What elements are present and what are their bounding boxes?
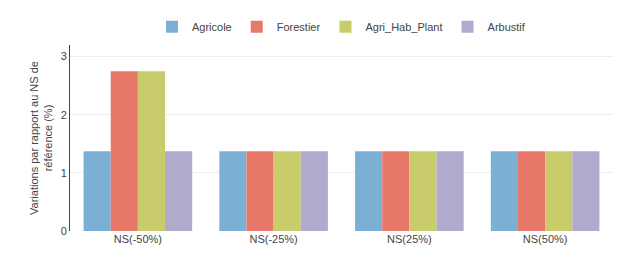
svg-text:NS(-25%): NS(-25%) [249,233,297,245]
svg-text:Forestier: Forestier [277,21,321,33]
svg-text:Arbustif: Arbustif [488,21,526,33]
svg-text:3: 3 [61,50,67,62]
svg-text:Agricole: Agricole [192,21,232,33]
svg-text:NS(50%): NS(50%) [523,233,568,245]
svg-text:Variations par rapport au NS d: Variations par rapport au NS deréférence… [28,61,54,215]
svg-text:2: 2 [61,109,67,121]
svg-text:1: 1 [61,167,67,179]
svg-text:NS(-50%): NS(-50%) [114,233,162,245]
svg-text:NS(25%): NS(25%) [387,233,432,245]
svg-text:Agri_Hab_Plant: Agri_Hab_Plant [365,21,442,33]
svg-text:0: 0 [61,225,67,237]
